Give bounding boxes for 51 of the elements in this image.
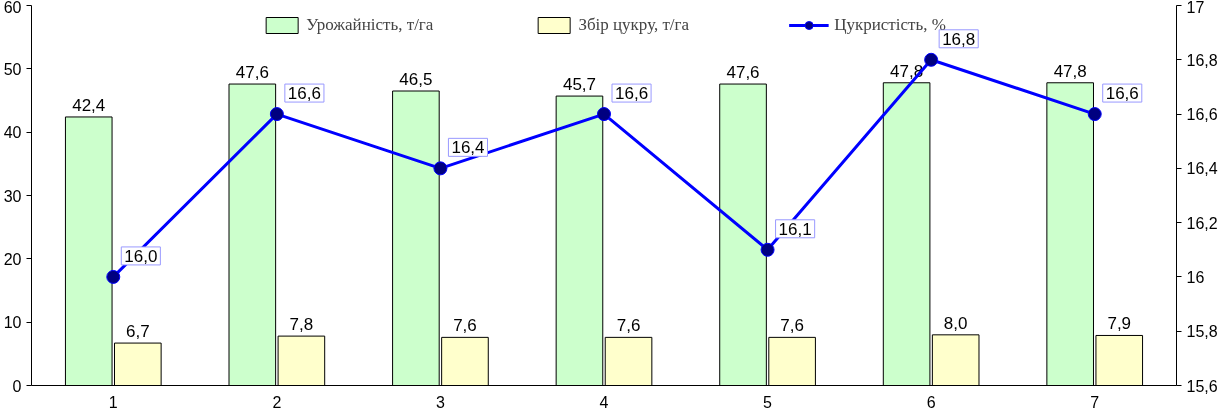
point <box>269 107 284 122</box>
data-label: 45,7 <box>562 75 597 95</box>
y2-tick-label: 15,6 <box>1186 377 1218 395</box>
y-tick-label: 30 <box>3 187 22 205</box>
data-label: 8,0 <box>943 313 968 333</box>
data-label: 47,8 <box>1053 61 1087 81</box>
point <box>760 242 775 257</box>
data-label: 6,7 <box>126 322 150 342</box>
y-tick-label: 10 <box>3 314 22 332</box>
data-label: 46,5 <box>399 70 433 89</box>
data-label: 42,4 <box>72 95 106 115</box>
y-tick-label: 50 <box>3 60 22 78</box>
y2-tick-label: 16 <box>1186 268 1205 286</box>
x-tick-label: 1 <box>108 393 118 411</box>
legend-label: Урожайність, т/га <box>306 15 434 35</box>
data-label: 47,6 <box>235 63 269 83</box>
point <box>433 161 448 176</box>
data-label: 7,9 <box>1107 314 1132 334</box>
point <box>1087 107 1102 122</box>
data-label: 16,6 <box>287 84 321 104</box>
data-label: 16,8 <box>942 29 976 49</box>
point <box>597 107 611 122</box>
data-label: 7,8 <box>289 315 314 335</box>
data-label: 16,4 <box>451 138 485 158</box>
data-label: 7,6 <box>780 316 804 336</box>
y2-tick-label: 16,2 <box>1186 214 1218 232</box>
point <box>924 52 939 67</box>
y-tick-label: 40 <box>3 124 22 142</box>
y2-tick-label: 15,8 <box>1186 323 1218 341</box>
x-tick-label: 4 <box>599 393 609 411</box>
data-label: 16,0 <box>124 246 158 266</box>
x-tick-label: 6 <box>926 393 936 411</box>
y2-tick-label: 16,4 <box>1186 160 1218 178</box>
x-tick-label: 7 <box>1090 393 1100 411</box>
point <box>106 269 121 284</box>
data-label: 16,1 <box>778 219 812 239</box>
data-label: 16,6 <box>615 84 649 104</box>
data-label: 7,6 <box>616 316 641 336</box>
y2-tick-label: 16,8 <box>1186 51 1218 69</box>
data-label: 47,6 <box>726 63 760 83</box>
y2-tick-label: 16,6 <box>1186 106 1218 124</box>
x-tick-label: 3 <box>435 393 445 411</box>
data-label: 16,6 <box>1105 84 1139 104</box>
y-tick-label: 60 <box>3 0 22 16</box>
y-tick-label: 0 <box>12 377 22 395</box>
legend-label: Збір цукру, т/га <box>578 15 690 35</box>
y-tick-label: 20 <box>3 250 22 268</box>
data-label: 7,6 <box>453 316 477 336</box>
x-tick-label: 2 <box>272 393 282 411</box>
x-tick-label: 5 <box>763 393 773 411</box>
y2-tick-label: 17 <box>1186 0 1205 16</box>
